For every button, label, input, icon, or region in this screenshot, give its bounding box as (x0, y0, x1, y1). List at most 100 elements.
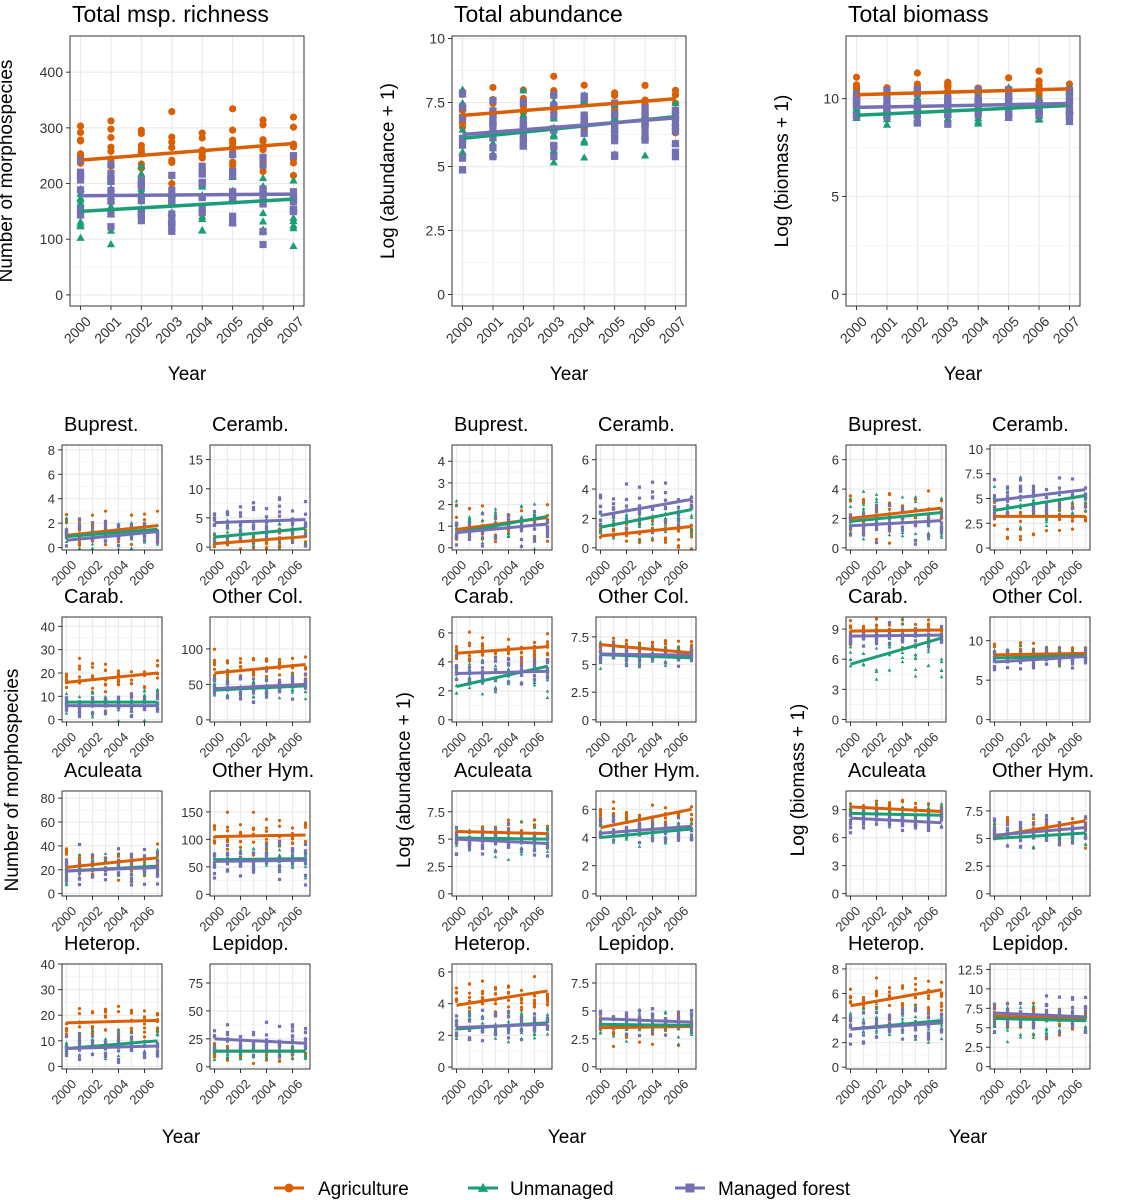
y-tick-label: 7.5 (571, 630, 589, 645)
trend-line (456, 989, 548, 1007)
x-tick-label: 2000 (443, 313, 476, 346)
point (116, 718, 121, 723)
point (303, 512, 308, 516)
trend-line (600, 525, 692, 538)
point (212, 681, 217, 685)
point (611, 514, 616, 518)
point (549, 158, 558, 166)
point (238, 1040, 243, 1044)
point (258, 217, 268, 225)
point (506, 1031, 511, 1035)
y-tick-label: 0 (438, 541, 445, 556)
point (874, 497, 879, 501)
y-tick-label: 0 (832, 541, 839, 556)
point (155, 676, 160, 680)
point (467, 662, 472, 666)
point (225, 855, 230, 859)
point (142, 540, 147, 544)
x-tick-label: 2006 (126, 1076, 157, 1107)
point (454, 1031, 459, 1035)
x-tick-label: 2004 (634, 729, 665, 760)
point (77, 541, 82, 545)
point (251, 671, 256, 676)
y-tick-label: 5 (976, 491, 983, 506)
point (926, 623, 931, 627)
point (77, 1048, 82, 1052)
point (103, 509, 108, 513)
trend-line (994, 654, 1086, 664)
point (545, 839, 550, 843)
point (493, 651, 498, 656)
point (624, 647, 629, 651)
x-tick-label: 2000 (582, 1076, 613, 1107)
point (1018, 484, 1023, 488)
point (611, 815, 616, 819)
point (454, 665, 459, 669)
point (939, 523, 944, 527)
point (251, 810, 256, 814)
point (290, 1034, 295, 1038)
x-tick-label: 2002 (858, 729, 889, 760)
point (238, 863, 243, 867)
point (116, 851, 121, 856)
trend-line (456, 645, 548, 655)
point (887, 507, 892, 511)
point (598, 807, 603, 812)
x-tick-label: 2003 (534, 313, 567, 346)
point (90, 715, 95, 719)
point (155, 532, 160, 536)
point (103, 543, 108, 547)
point (212, 1057, 217, 1062)
trend-line (462, 116, 676, 137)
point (676, 498, 681, 502)
point (519, 509, 524, 513)
point (76, 136, 85, 144)
point (992, 668, 997, 672)
point (611, 641, 616, 646)
point (238, 511, 243, 515)
point (671, 153, 680, 161)
point (506, 1029, 511, 1033)
point (107, 197, 115, 205)
x-tick-label: 2000 (61, 313, 94, 346)
point (229, 212, 237, 220)
panel-border (451, 35, 687, 307)
point (1005, 536, 1010, 541)
point (676, 1035, 681, 1039)
point (155, 842, 160, 846)
point (76, 186, 85, 194)
y-tick-label: 0 (438, 1060, 445, 1075)
point (264, 1033, 269, 1037)
point (77, 1054, 82, 1058)
point (532, 680, 537, 684)
x-tick-label: 2004 (100, 729, 131, 760)
point (454, 1023, 459, 1027)
point (103, 539, 108, 543)
y-tick-label: 15 (189, 453, 203, 468)
point (467, 535, 472, 539)
point (545, 1003, 550, 1007)
point (532, 1018, 537, 1023)
trend-line (600, 652, 692, 657)
y-tick-label: 0 (48, 541, 55, 556)
point (852, 95, 861, 103)
point (259, 200, 267, 208)
point (251, 851, 256, 855)
point (874, 646, 879, 650)
point (212, 532, 217, 537)
point (290, 841, 295, 845)
point (90, 857, 95, 861)
panel-title: Lepidop. (598, 933, 675, 955)
point (944, 94, 952, 102)
point (264, 863, 269, 867)
point (212, 647, 217, 651)
panel-border (209, 444, 311, 551)
point (887, 503, 892, 508)
point (90, 1032, 95, 1036)
point (1057, 528, 1062, 533)
point (887, 653, 892, 657)
point (1005, 110, 1013, 118)
point (264, 1042, 269, 1046)
point (168, 180, 176, 188)
point (251, 827, 256, 832)
